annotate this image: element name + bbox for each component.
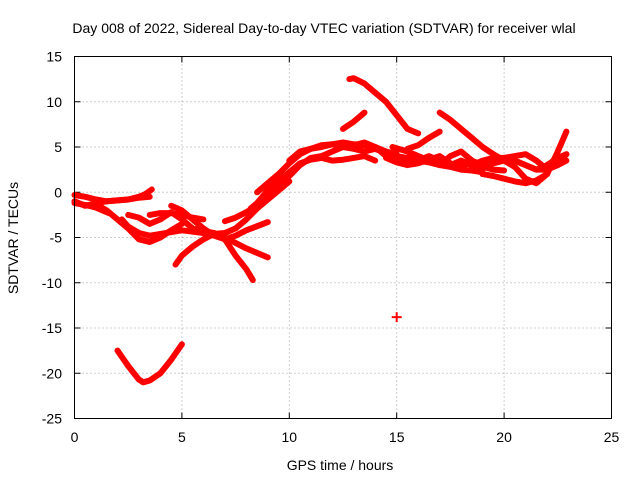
y-tick-label: 15 xyxy=(46,49,62,65)
y-tick-label: 0 xyxy=(54,184,62,200)
y-tick-label: -25 xyxy=(42,411,62,427)
series-line xyxy=(247,153,379,212)
data-point xyxy=(391,312,402,323)
series-line xyxy=(71,192,153,205)
x-tick-label: 25 xyxy=(604,429,620,445)
y-tick-label: 10 xyxy=(46,94,62,110)
series-line xyxy=(383,153,486,176)
series-line xyxy=(404,128,443,152)
x-tick-label: 10 xyxy=(282,429,298,445)
series-line xyxy=(125,209,256,283)
y-tick-label: -20 xyxy=(42,365,62,381)
x-tick-labels: 0 5 10 15 20 25 xyxy=(71,429,620,445)
series-line xyxy=(479,171,551,187)
series-line xyxy=(340,109,368,132)
x-tick-label: 15 xyxy=(389,429,405,445)
x-tick-label: 5 xyxy=(178,429,186,445)
y-tick-label: -10 xyxy=(42,275,62,291)
series-line xyxy=(458,151,570,173)
series-line xyxy=(93,201,185,245)
y-tick-label: -5 xyxy=(50,230,63,246)
series-line xyxy=(118,216,271,261)
data-series xyxy=(71,75,570,386)
y-tick-label: 5 xyxy=(54,139,62,155)
y-tick-label: -15 xyxy=(42,320,62,336)
x-tick-label: 20 xyxy=(496,429,512,445)
y-tick-labels: -25 -20 -15 -10 -5 0 5 10 15 xyxy=(42,49,62,427)
series-line xyxy=(114,341,185,386)
x-tick-label: 0 xyxy=(71,429,79,445)
plot-frame xyxy=(74,56,612,419)
chart-title: Day 008 of 2022, Sidereal Day-to-day VTE… xyxy=(72,20,575,36)
series-line xyxy=(346,75,422,137)
y-axis-title: SDTVAR / TECUs xyxy=(5,182,21,294)
x-axis-title: GPS time / hours xyxy=(287,457,394,473)
